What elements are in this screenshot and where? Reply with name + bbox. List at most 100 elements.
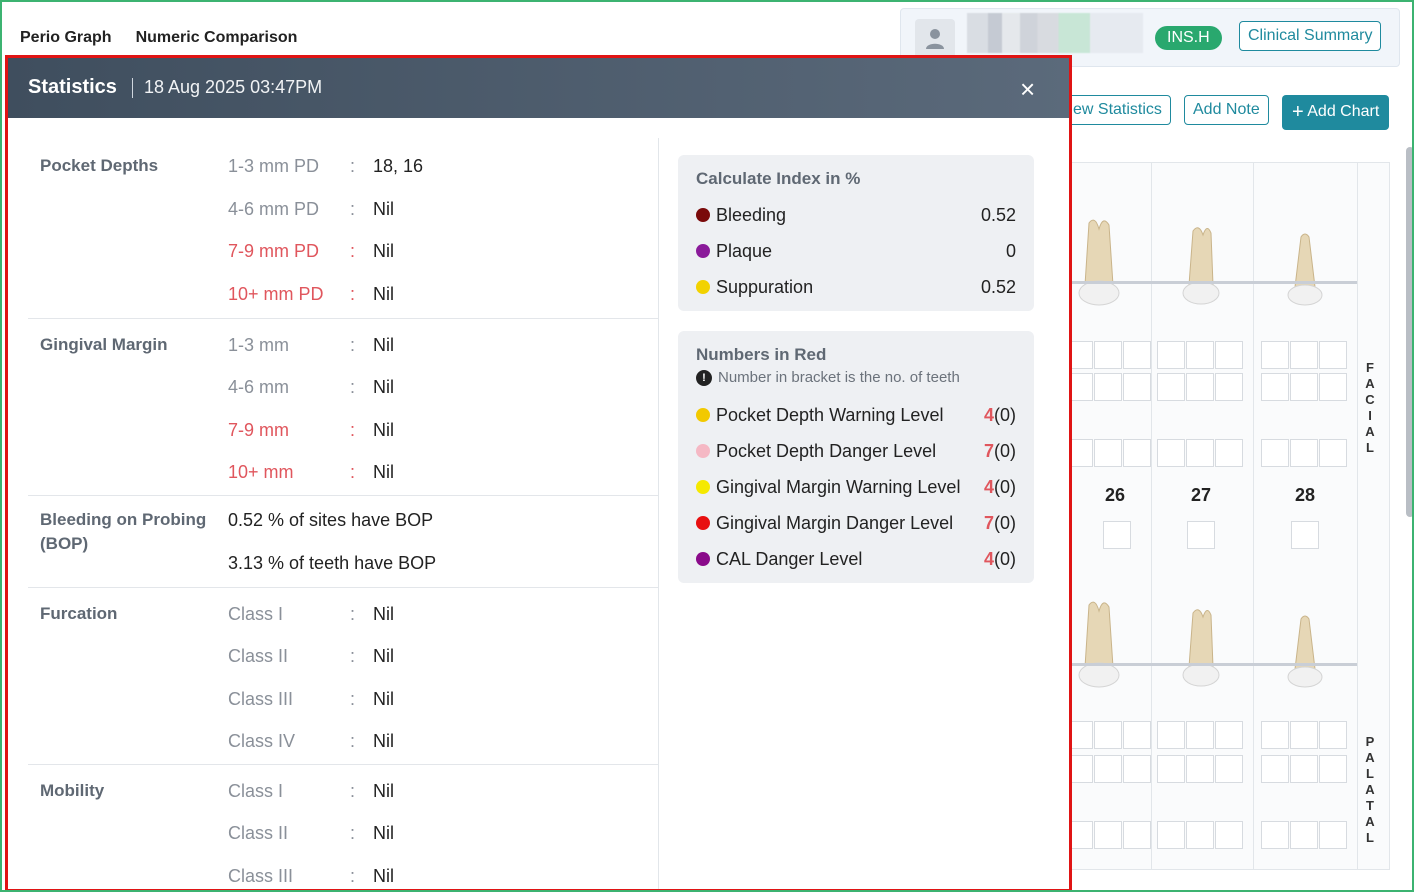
level-count: (0) <box>994 513 1016 533</box>
section-title-sub: (BOP) <box>40 534 89 553</box>
stat-label: 10+ mm PD <box>228 284 324 304</box>
section-title: Bleeding on Probing <box>40 510 207 529</box>
stat-value: Nil <box>373 781 394 801</box>
bop-teeth-text: 3.13 % of teeth have BOP <box>228 553 437 573</box>
stat-label: Class II <box>228 823 289 843</box>
stat-value: Nil <box>373 241 394 261</box>
index-value: 0.52 <box>980 205 1016 225</box>
stat-value: Nil <box>373 866 394 886</box>
index-label: Plaque <box>716 241 773 261</box>
stat-value: Nil <box>373 377 394 397</box>
patient-bar: INS.H Clinical Summary <box>900 8 1400 67</box>
tooth-column: 28 <box>1253 163 1358 869</box>
clinical-summary-button[interactable]: Clinical Summary <box>1239 21 1382 51</box>
pd-danger-dot-icon <box>696 444 710 458</box>
level-row: Pocket Depth Danger Level 7(0) <box>696 441 1016 462</box>
level-row: Pocket Depth Warning Level 4(0) <box>696 405 1016 426</box>
stat-label: 7-9 mm <box>228 420 290 440</box>
stat-value: Nil <box>373 199 394 219</box>
tooth-column: 26 <box>1047 163 1152 869</box>
gingival-margin-section: Gingival Margin 1-3 mm : Nil 4-6 mm : Ni… <box>28 319 658 496</box>
section-title: Pocket Depths <box>40 156 159 175</box>
vertical-letter: L <box>1366 440 1374 455</box>
level-value: 7(0) <box>984 441 1016 462</box>
stat-value: Nil <box>373 604 394 624</box>
level-value: 4(0) <box>984 477 1016 498</box>
statistics-modal: Statistics 18 Aug 2025 03:47PM × Pocket … <box>5 55 1072 890</box>
index-value: 0.52 <box>980 277 1016 297</box>
add-chart-button[interactable]: + Add Chart <box>1282 95 1390 130</box>
level-value: 4(0) <box>984 405 1016 426</box>
level-label: Pocket Depth Danger Level <box>716 441 937 461</box>
level-count: (0) <box>994 405 1016 425</box>
level-count: (0) <box>994 549 1016 569</box>
index-label: Suppuration <box>716 277 814 297</box>
plus-icon: + <box>1292 101 1304 123</box>
mobility-section: Mobility Class I : Nil Class II : Nil Cl… <box>28 765 658 889</box>
level-value: 7(0) <box>984 513 1016 534</box>
perio-chart: 26 27 <box>1047 162 1390 870</box>
stat-colon: : <box>350 284 356 304</box>
add-chart-label: Add Chart <box>1307 103 1380 120</box>
tooth-image <box>1182 609 1220 687</box>
stat-colon: : <box>350 781 356 801</box>
scrollbar[interactable] <box>1406 147 1412 517</box>
stat-label: Class I <box>228 781 284 801</box>
stat-colon: : <box>350 199 356 219</box>
pd-warning-dot-icon <box>696 408 710 422</box>
index-row: Bleeding 0.52 <box>696 205 1016 226</box>
level-row: Gingival Margin Danger Level 7(0) <box>696 513 1016 534</box>
tooth-image <box>1287 615 1323 688</box>
stat-value: Nil <box>373 731 394 751</box>
statistics-left-pane: Pocket Depths 1-3 mm PD : 18, 16 4-6 mm … <box>28 138 659 889</box>
level-label: CAL Danger Level <box>716 549 863 569</box>
stat-label: Class IV <box>228 731 296 751</box>
tooth-number-27: 27 <box>1190 485 1212 505</box>
stat-colon: : <box>350 241 356 261</box>
stat-label: 1-3 mm <box>228 335 290 355</box>
level-number: 4 <box>983 405 994 425</box>
tooth-box[interactable] <box>1291 521 1319 549</box>
section-title: Mobility <box>40 781 105 800</box>
tooth-number-26: 26 <box>1104 485 1126 505</box>
modal-title: Statistics <box>28 76 117 98</box>
tooth-box[interactable] <box>1187 521 1215 549</box>
gm-warning-dot-icon <box>696 480 710 494</box>
stat-colon: : <box>350 646 356 666</box>
level-number: 4 <box>983 477 994 497</box>
vertical-letter: A <box>1365 782 1375 797</box>
tooth-box[interactable] <box>1103 521 1131 549</box>
stat-colon: : <box>350 462 356 482</box>
stat-value: Nil <box>373 646 394 666</box>
stat-colon: : <box>350 420 356 440</box>
index-label: Bleeding <box>716 205 787 225</box>
stat-value: Nil <box>373 284 394 304</box>
stat-label: 7-9 mm PD <box>228 241 320 261</box>
numbers-in-red-card: Numbers in Red ! Number in bracket is the… <box>678 331 1034 583</box>
stat-colon: : <box>350 604 356 624</box>
avatar[interactable] <box>915 19 955 59</box>
close-icon[interactable]: × <box>1020 74 1036 104</box>
tab-numeric-comparison[interactable]: Numeric Comparison <box>135 29 298 46</box>
level-row: Gingival Margin Warning Level 4(0) <box>696 477 1016 498</box>
stat-value: Nil <box>373 462 394 482</box>
add-note-button[interactable]: Add Note <box>1184 95 1269 125</box>
index-row: Suppuration 0.52 <box>696 277 1016 298</box>
index-row: Plaque 0 <box>696 241 1016 262</box>
stat-label: 1-3 mm PD <box>228 156 320 176</box>
gm-danger-dot-icon <box>696 516 710 530</box>
stat-colon: : <box>350 689 356 709</box>
tab-perio-graph[interactable]: Perio Graph <box>20 29 112 46</box>
level-label: Gingival Margin Danger Level <box>716 513 954 533</box>
level-number: 7 <box>983 513 994 533</box>
level-label: Pocket Depth Warning Level <box>716 405 944 425</box>
furcation-section: Furcation Class I : Nil Class II : Nil C… <box>28 588 658 765</box>
level-number: 4 <box>983 549 994 569</box>
card-title: Calculate Index in % <box>696 169 861 188</box>
section-title: Gingival Margin <box>40 335 168 354</box>
patient-name-blurred <box>967 13 1143 53</box>
stat-value: Nil <box>373 335 394 355</box>
calculate-index-card: Calculate Index in % Bleeding 0.52 Plaqu… <box>678 155 1034 311</box>
